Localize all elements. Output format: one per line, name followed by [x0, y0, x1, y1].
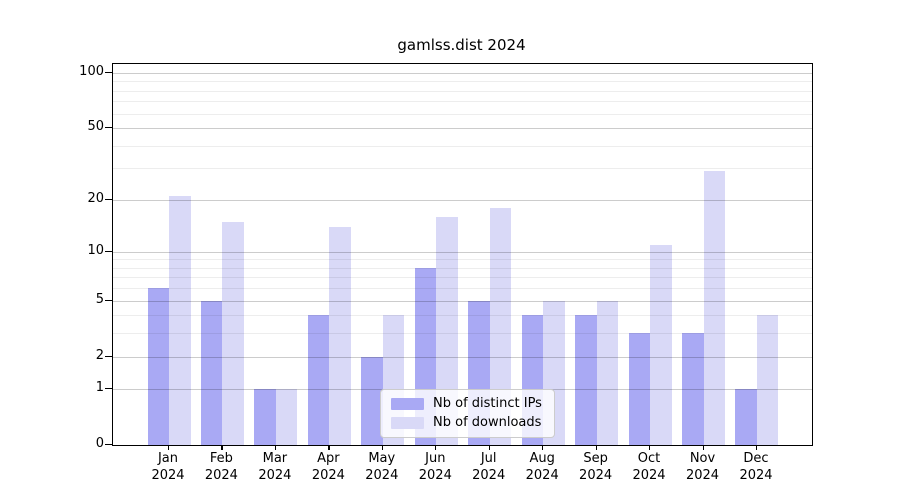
- y-tick-mark: [105, 299, 112, 301]
- gridline-minor: [113, 333, 812, 335]
- gridline-minor: [113, 267, 812, 269]
- bar-distinct-ips: [307, 315, 330, 445]
- gridline-minor: [113, 101, 812, 103]
- x-tick-mark: [435, 445, 437, 450]
- x-tick-mark: [756, 445, 758, 450]
- bar-downloads: [756, 315, 779, 445]
- x-tick-label: Nov 2024: [685, 451, 720, 483]
- bar-distinct-ips: [147, 288, 169, 445]
- x-tick-mark: [328, 445, 330, 450]
- downloads-swatch-icon: [391, 416, 424, 429]
- x-tick-label: Feb 2024: [204, 451, 238, 483]
- bar-downloads: [222, 221, 244, 445]
- bar-downloads: [596, 300, 619, 445]
- bar-downloads: [650, 244, 672, 445]
- x-tick-mark: [702, 445, 704, 450]
- x-tick-mark: [488, 445, 490, 450]
- distinct-ips-swatch-icon: [391, 397, 424, 410]
- y-tick-mark: [105, 198, 112, 200]
- bar-downloads: [329, 226, 351, 445]
- gridline-minor: [113, 81, 812, 83]
- y-tick-label: 10: [87, 242, 104, 258]
- y-tick-label: 50: [87, 119, 104, 135]
- x-tick-label: Sep 2024: [579, 451, 613, 483]
- x-tick-mark: [381, 445, 383, 450]
- x-tick-mark: [595, 445, 597, 450]
- x-tick-label: Dec 2024: [739, 451, 773, 483]
- legend-label: Nb of downloads: [433, 415, 542, 430]
- bar-downloads: [275, 389, 298, 445]
- bar-distinct-ips: [361, 356, 383, 445]
- gridline-minor: [113, 288, 812, 290]
- bar-distinct-ips: [200, 300, 223, 445]
- gridline-minor: [113, 277, 812, 279]
- x-tick-label: May 2024: [365, 451, 399, 483]
- bar-distinct-ips: [628, 333, 651, 445]
- y-tick-mark: [105, 127, 112, 129]
- x-tick-label: Apr 2024: [311, 451, 345, 483]
- y-tick-label: 5: [95, 291, 104, 307]
- gridline-major: [113, 199, 812, 201]
- x-tick-mark: [221, 445, 223, 450]
- y-tick-mark: [105, 250, 112, 252]
- gridline-major: [113, 356, 812, 358]
- legend: Nb of distinct IPs Nb of downloads: [380, 389, 555, 438]
- bar-distinct-ips: [682, 333, 704, 445]
- x-tick-label: Aug 2024: [525, 451, 559, 483]
- gridline-minor: [113, 90, 812, 92]
- bar-distinct-ips: [735, 389, 757, 445]
- y-tick-mark: [105, 444, 112, 446]
- gridline-minor: [113, 259, 812, 261]
- y-tick-label: 20: [87, 190, 104, 206]
- legend-label: Nb of distinct IPs: [433, 396, 542, 411]
- y-tick-mark: [105, 388, 112, 390]
- y-tick-mark: [105, 355, 112, 357]
- bar-distinct-ips: [254, 389, 276, 445]
- x-tick-mark: [274, 445, 277, 450]
- legend-item-downloads: Nb of downloads: [391, 415, 542, 430]
- x-tick-label: Jul 2024: [472, 451, 506, 483]
- gridline-minor: [113, 113, 812, 115]
- bar-downloads: [489, 207, 512, 445]
- bar-downloads: [436, 216, 458, 445]
- x-tick-label: Mar 2024: [258, 451, 292, 483]
- y-tick-label: 1: [95, 380, 104, 396]
- x-tick-mark: [649, 445, 651, 450]
- gridline-minor: [113, 168, 812, 170]
- gridline-major: [113, 251, 812, 253]
- gridline-major: [113, 300, 812, 302]
- x-tick-mark: [542, 445, 544, 450]
- gridline-major: [113, 128, 812, 130]
- legend-item-distinct-ips: Nb of distinct IPs: [391, 396, 542, 411]
- x-tick-label: Jun 2024: [418, 451, 452, 483]
- x-tick-label: Oct 2024: [632, 451, 666, 483]
- x-tick-mark: [168, 445, 170, 450]
- bar-distinct-ips: [575, 315, 597, 445]
- y-tick-label: 2: [95, 347, 104, 363]
- gridline-minor: [113, 315, 812, 317]
- x-tick-label: Jan 2024: [151, 451, 185, 483]
- gridline-major: [113, 73, 812, 74]
- bar-downloads: [169, 195, 191, 445]
- chart-title: gamlss.dist 2024: [397, 36, 526, 54]
- gridline-minor: [113, 145, 812, 147]
- y-tick-label: 100: [79, 64, 104, 79]
- y-tick-label: 0: [95, 436, 104, 451]
- bar-downloads: [703, 170, 725, 445]
- y-tick-mark: [105, 72, 112, 74]
